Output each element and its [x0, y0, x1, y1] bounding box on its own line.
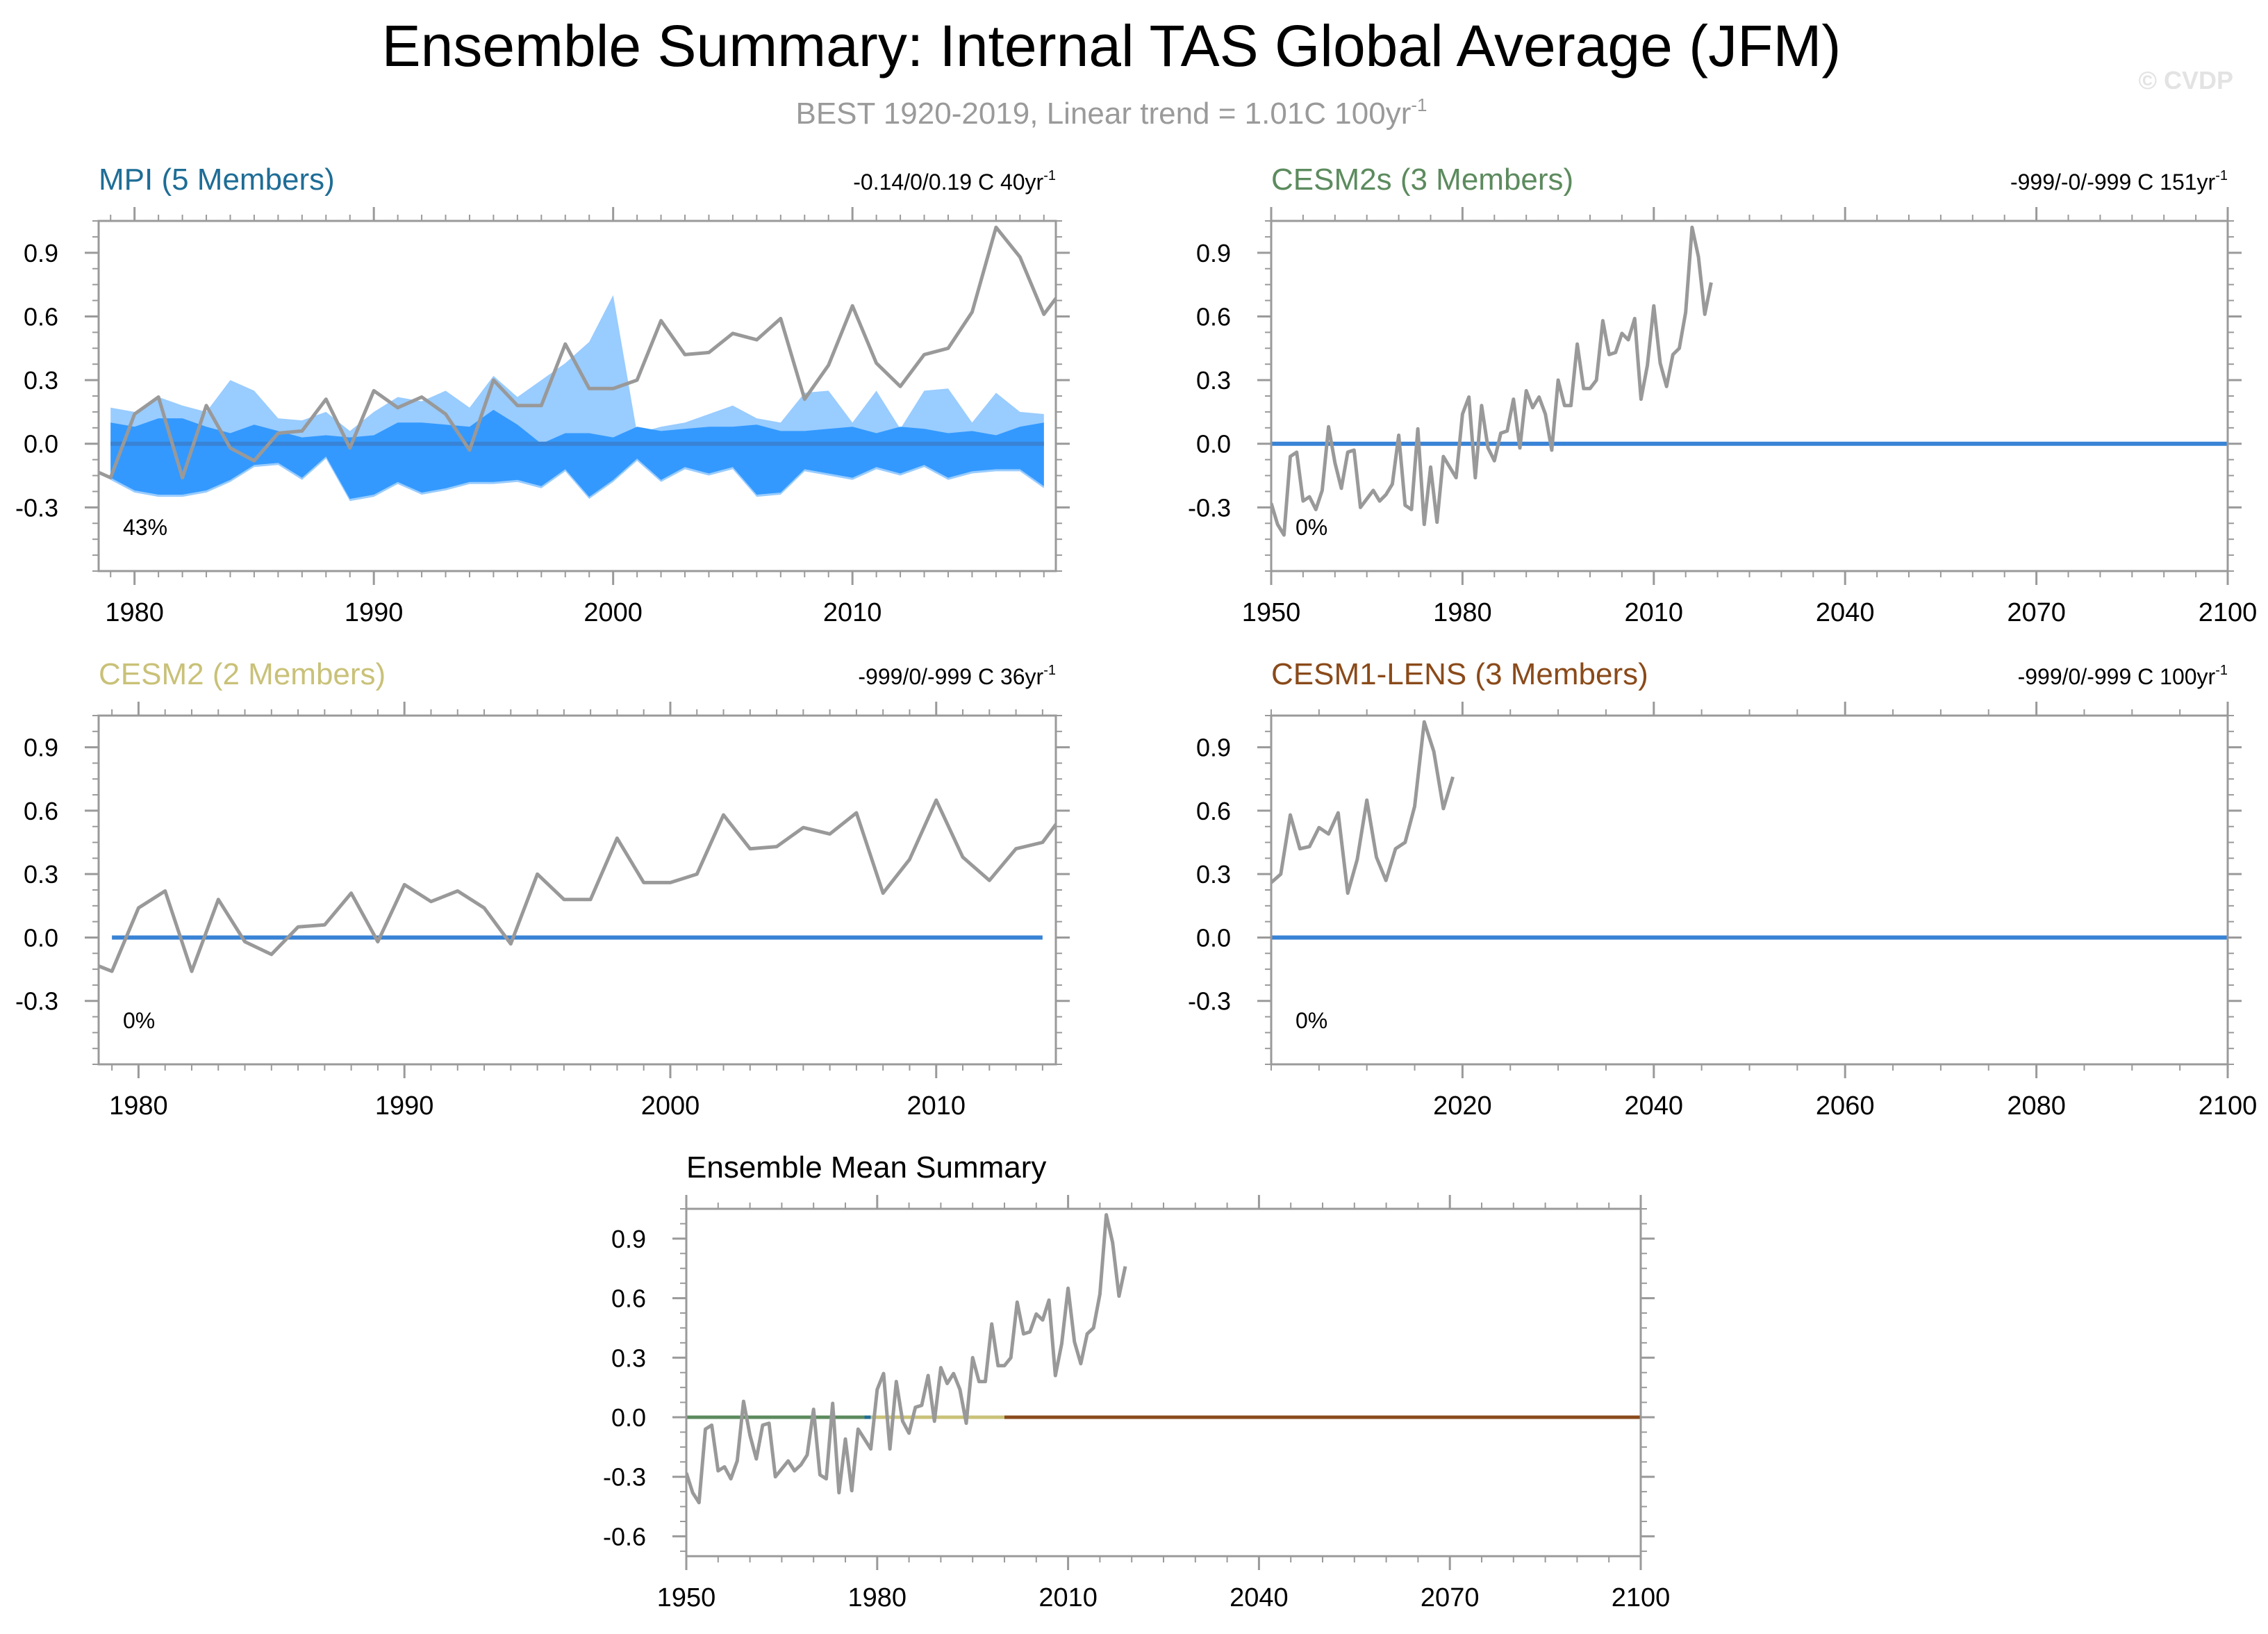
y-tick-label: 0.6 — [24, 797, 58, 825]
x-tick-label: 2080 — [2007, 1091, 2066, 1121]
x-tick-label: 2100 — [1612, 1583, 1671, 1612]
x-tick-label: 2040 — [1230, 1583, 1289, 1612]
y-tick-label: -0.3 — [15, 987, 58, 1016]
chart-panel-cesm1: 2020 2040 2060 2080 2100 0.9 0.6 0.3 0.0 -0.3 CESM… — [1188, 657, 2257, 1121]
x-tick-label: 1950 — [1242, 598, 1301, 627]
panel-title: CESM2 (2 Members) — [99, 657, 386, 691]
percent-label: 43% — [123, 515, 167, 540]
percent-label: 0% — [1296, 515, 1327, 540]
x-tick-label: 2000 — [641, 1091, 700, 1121]
watermark: © CVDP — [2138, 66, 2233, 94]
x-tick-label: 2070 — [1421, 1583, 1480, 1612]
plot-frame — [1270, 714, 2229, 1066]
chart-panel-cesm2s: 1950 1980 2010 2040 2070 2100 0.9 0.6 0.3 0.0 -0.3… — [1188, 163, 2257, 627]
y-tick-label: 0.3 — [24, 860, 58, 889]
y-tick-label: 0.0 — [1196, 430, 1231, 459]
y-tick-label: 0.3 — [1196, 366, 1231, 395]
obs-series-line — [1271, 225, 1713, 537]
panel-title: MPI (5 Members) — [99, 163, 335, 197]
figure-title: Ensemble Summary: Internal TAS Global Av… — [382, 13, 1841, 79]
x-tick-label: 2060 — [1816, 1091, 1875, 1121]
x-tick-label: 2020 — [1433, 1091, 1492, 1121]
y-tick-label: -0.3 — [1188, 987, 1231, 1016]
panel-title: CESM1-LENS (3 Members) — [1271, 657, 1648, 691]
x-tick-label: 2010 — [823, 598, 882, 627]
x-tick-label: 1980 — [1433, 598, 1492, 627]
y-tick-label: 0.0 — [611, 1403, 646, 1432]
y-tick-label: 0.9 — [24, 239, 58, 267]
obs-series-line — [99, 225, 1056, 480]
y-tick-label: -0.3 — [15, 493, 58, 522]
chart-panel-mpi: 1980 1990 2000 2010 0.9 0.6 0.3 0.0 -0.3 MPI (5 M… — [15, 163, 1070, 627]
x-tick-label: 2070 — [2007, 598, 2066, 627]
y-tick-label: 0.0 — [1196, 923, 1231, 952]
x-tick-label: 2010 — [1038, 1583, 1098, 1612]
spread-inner-band — [110, 409, 1044, 500]
y-tick-label: 0.9 — [611, 1225, 646, 1253]
y-tick-label: 0.9 — [1196, 734, 1231, 762]
y-tick-label: 0.3 — [24, 366, 58, 395]
y-tick-label: 0.3 — [611, 1344, 646, 1372]
trend-text: -999/0/-999 C 100yr-1 — [2018, 663, 2228, 689]
x-tick-label: 1980 — [105, 598, 164, 627]
y-tick-label: -0.6 — [603, 1522, 646, 1551]
y-tick-label: 0.9 — [24, 734, 58, 762]
y-tick-label: -0.3 — [603, 1463, 646, 1492]
obs-series-line — [686, 1213, 1127, 1505]
panel-title: Ensemble Mean Summary — [686, 1150, 1046, 1185]
x-tick-label: 2000 — [583, 598, 643, 627]
x-tick-label: 2010 — [907, 1091, 966, 1121]
x-tick-label: 2100 — [2199, 598, 2258, 627]
y-tick-label: 0.9 — [1196, 239, 1231, 267]
obs-series-line — [1271, 720, 1455, 896]
y-tick-label: 0.6 — [1196, 797, 1231, 825]
x-tick-label: 2040 — [1816, 598, 1875, 627]
x-tick-label: 1980 — [848, 1583, 907, 1612]
panels: 1980 1990 2000 2010 0.9 0.6 0.3 0.0 -0.3 MPI (5 M… — [15, 163, 2257, 1612]
plot-frame — [685, 1207, 1642, 1558]
panel-title: CESM2s (3 Members) — [1271, 163, 1573, 197]
obs-series-line — [99, 798, 1056, 973]
y-tick-label: 0.3 — [1196, 860, 1231, 889]
percent-label: 0% — [123, 1008, 155, 1033]
x-tick-label: 2100 — [2199, 1091, 2258, 1121]
y-tick-label: 0.6 — [1196, 302, 1231, 331]
trend-text: -999/0/-999 C 36yr-1 — [858, 663, 1056, 689]
x-tick-label: 1950 — [657, 1583, 716, 1612]
x-tick-label: 2040 — [1625, 1091, 1684, 1121]
y-tick-label: -0.3 — [1188, 493, 1231, 522]
y-tick-label: 0.6 — [24, 302, 58, 331]
plot-frame — [1270, 220, 2229, 572]
x-tick-label: 1980 — [109, 1091, 168, 1121]
y-tick-label: 0.6 — [611, 1285, 646, 1313]
chart-panel-mean: 1950 1980 2010 2040 2070 2100 0.9 0.6 0.3 0.0 -0.3… — [603, 1150, 1670, 1612]
chart-panel-cesm2: 1980 1990 2000 2010 0.9 0.6 0.3 0.0 -0.3 CESM2 (2… — [15, 657, 1070, 1121]
plot-frame — [97, 714, 1057, 1066]
y-tick-label: 0.0 — [24, 430, 58, 459]
x-tick-label: 2010 — [1625, 598, 1684, 627]
x-tick-label: 1990 — [375, 1091, 434, 1121]
figure-subtitle: BEST 1920-2019, Linear trend = 1.01C 100… — [795, 94, 1427, 131]
trend-text: -0.14/0/0.19 C 40yr-1 — [853, 168, 1056, 195]
trend-text: -999/-0/-999 C 151yr-1 — [2010, 168, 2228, 195]
percent-label: 0% — [1296, 1008, 1327, 1033]
y-tick-label: 0.0 — [24, 923, 58, 952]
x-tick-label: 1990 — [345, 598, 404, 627]
